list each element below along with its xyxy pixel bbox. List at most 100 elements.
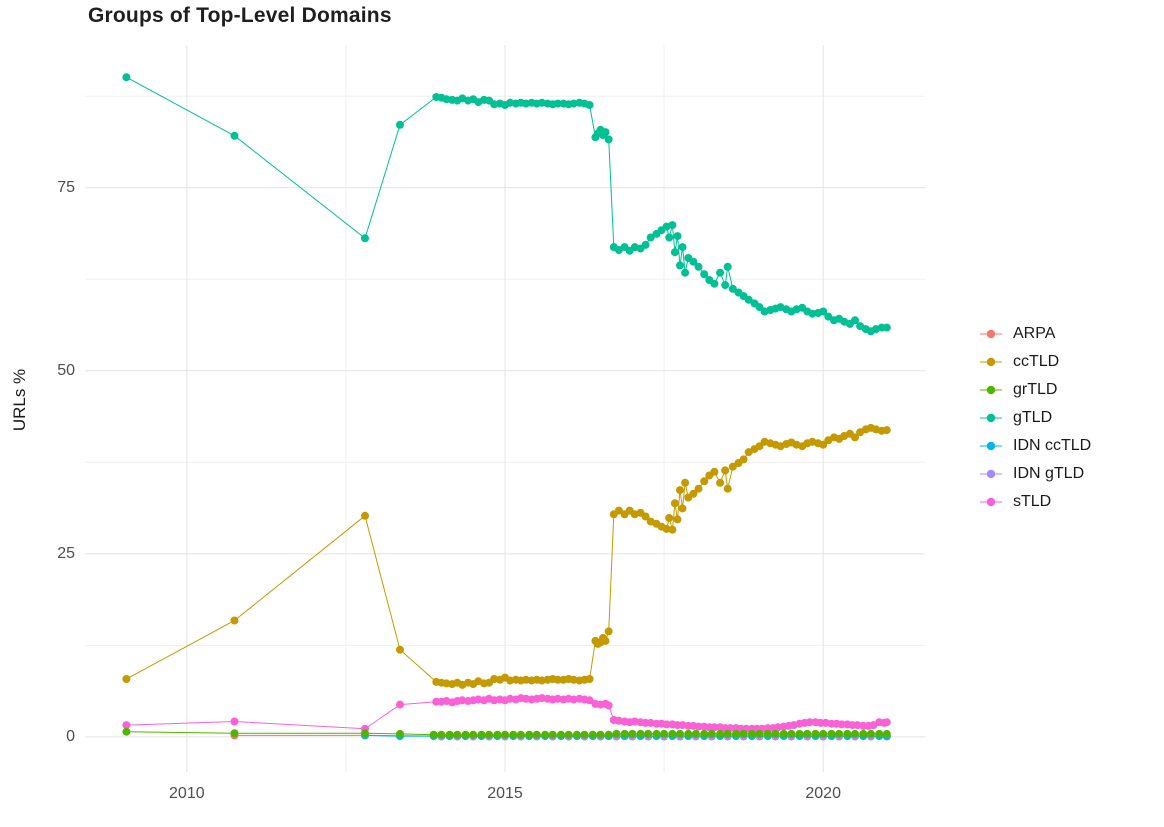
legend: ARPA ccTLD grTLD gTLD IDN ccTLD IDN gTLD sTLD xyxy=(978,320,1091,516)
y-axis-tick-label: 50 xyxy=(57,361,75,379)
data-point-grtld xyxy=(771,729,780,738)
data-point-stld xyxy=(710,723,719,732)
y-axis-tick-label: 75 xyxy=(57,178,75,196)
data-point-cctld xyxy=(716,478,725,487)
data-point-gtld xyxy=(882,323,891,332)
data-point-grtld xyxy=(787,729,796,738)
data-point-grtld xyxy=(755,729,764,738)
data-point-gtld xyxy=(665,233,674,242)
series-gtld xyxy=(122,73,891,336)
data-point-cctld xyxy=(851,433,859,442)
data-point-gtld xyxy=(122,73,131,82)
data-point-stld xyxy=(585,696,594,705)
data-point-grtld xyxy=(557,730,565,739)
data-point-grtld xyxy=(636,729,645,738)
data-point-grtld xyxy=(501,730,509,739)
data-point-grtld xyxy=(453,730,462,739)
data-point-cctld xyxy=(614,506,623,515)
data-point-gtld xyxy=(396,120,404,129)
data-point-cctld xyxy=(676,486,684,495)
series-line-gtld xyxy=(126,76,887,332)
data-point-gtld xyxy=(728,284,737,293)
data-point-grtld xyxy=(437,730,446,739)
data-point-grtld xyxy=(843,729,852,738)
data-point-grtld xyxy=(700,729,709,738)
data-point-grtld xyxy=(668,729,677,738)
data-point-grtld xyxy=(525,730,534,739)
data-point-grtld xyxy=(580,730,589,739)
data-point-cctld xyxy=(569,675,578,684)
data-point-stld xyxy=(837,720,846,729)
legend-key-icon xyxy=(980,329,1002,339)
data-point-cctld xyxy=(553,675,562,684)
data-point-grtld xyxy=(747,729,756,738)
data-point-grtld xyxy=(676,729,684,738)
data-point-gtld xyxy=(230,131,239,140)
data-point-gtld xyxy=(723,262,732,271)
y-axis-tick-label: 0 xyxy=(66,727,75,745)
data-point-grtld xyxy=(866,729,875,738)
data-point-cctld xyxy=(601,636,610,645)
data-point-grtld xyxy=(532,730,541,739)
data-point-cctld xyxy=(673,515,682,524)
data-point-gtld xyxy=(673,232,682,241)
data-point-grtld xyxy=(122,727,131,736)
legend-item-cctld: ccTLD xyxy=(978,348,1091,376)
data-point-grtld xyxy=(596,730,605,739)
data-point-gtld xyxy=(601,128,610,137)
data-point-cctld xyxy=(721,466,730,475)
data-point-gtld xyxy=(721,281,730,290)
data-point-cctld xyxy=(723,484,732,493)
series-grtld xyxy=(122,727,891,739)
data-point-gtld xyxy=(689,257,698,266)
data-point-gtld xyxy=(670,248,679,257)
data-point-grtld xyxy=(361,729,369,738)
data-point-grtld xyxy=(739,729,748,738)
data-point-gtld xyxy=(744,295,753,304)
data-point-grtld xyxy=(716,729,725,738)
data-point-cctld xyxy=(681,478,690,487)
data-point-grtld xyxy=(604,730,613,739)
data-point-grtld xyxy=(875,729,884,738)
data-point-cctld xyxy=(739,455,748,464)
legend-key-icon xyxy=(980,497,1002,507)
data-point-grtld xyxy=(732,729,740,738)
data-point-cctld xyxy=(689,489,698,498)
series-stld xyxy=(122,694,891,733)
data-point-grtld xyxy=(835,729,844,738)
data-point-cctld xyxy=(665,514,674,522)
data-point-gtld xyxy=(585,101,594,109)
data-point-grtld xyxy=(859,729,868,738)
legend-key-icon xyxy=(980,469,1002,479)
legend-item-idn-gtld: IDN gTLD xyxy=(978,460,1091,488)
data-point-gtld xyxy=(851,316,859,325)
data-point-grtld xyxy=(572,730,581,739)
data-point-gtld xyxy=(553,99,562,108)
legend-item-stld: sTLD xyxy=(978,488,1091,516)
data-point-grtld xyxy=(461,730,470,739)
data-point-stld xyxy=(122,721,131,730)
data-point-cctld xyxy=(710,467,719,476)
data-point-grtld xyxy=(469,730,478,739)
legend-item-idn-cctld: IDN ccTLD xyxy=(978,432,1091,460)
data-point-gtld xyxy=(710,279,719,288)
x-axis-tick-label: 2020 xyxy=(805,785,841,802)
data-point-gtld xyxy=(668,221,677,230)
data-point-grtld xyxy=(779,729,788,738)
data-point-grtld xyxy=(516,730,525,739)
data-point-cctld xyxy=(882,426,891,435)
legend-key-icon xyxy=(980,385,1002,395)
data-point-cctld xyxy=(728,462,737,471)
chart-title: Groups of Top-Level Domains xyxy=(88,4,392,27)
data-point-gtld xyxy=(819,307,828,316)
data-point-stld xyxy=(805,718,814,727)
series-cctld xyxy=(122,423,891,689)
legend-item-label: IDN gTLD xyxy=(1013,465,1085,482)
data-point-cctld xyxy=(668,525,677,534)
data-point-grtld xyxy=(763,729,772,738)
data-point-grtld xyxy=(803,729,812,738)
data-point-gtld xyxy=(681,268,690,277)
data-point-grtld xyxy=(230,729,239,738)
y-axis-tick-label: 25 xyxy=(57,544,75,562)
data-point-grtld xyxy=(851,729,859,738)
